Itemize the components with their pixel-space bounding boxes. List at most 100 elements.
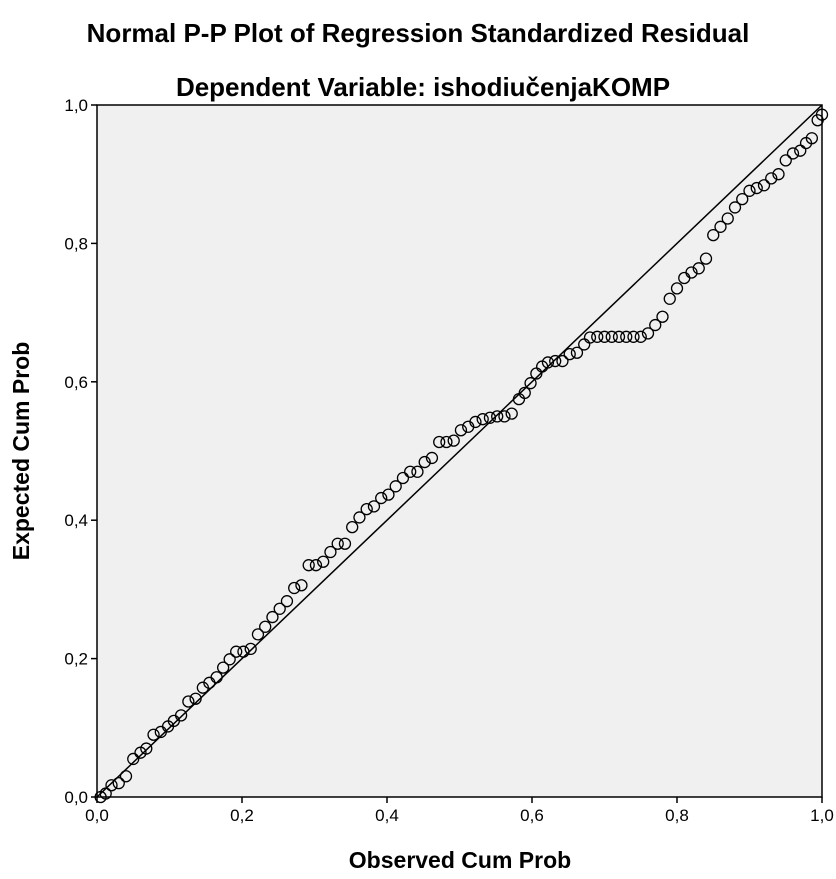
data-point (411, 465, 424, 478)
data-point (425, 451, 439, 465)
data-point (591, 330, 604, 343)
data-point (627, 330, 640, 343)
data-point (338, 537, 352, 550)
data-point (266, 610, 279, 624)
data-point (237, 645, 250, 658)
data-point (685, 266, 698, 279)
data-point (404, 465, 417, 478)
data-point (331, 537, 344, 550)
data-point (317, 555, 330, 568)
data-point (757, 179, 771, 192)
data-point (505, 407, 518, 420)
data-point (119, 770, 133, 783)
x-tick-label: 0,8 (665, 806, 689, 825)
data-point (251, 628, 265, 641)
data-point (447, 434, 460, 447)
data-point (396, 471, 410, 485)
y-tick-label: 0,4 (64, 511, 88, 530)
axis-ticks (91, 104, 823, 803)
data-point (288, 581, 301, 595)
data-point (182, 695, 195, 708)
data-point (634, 330, 647, 343)
data-point (583, 331, 597, 344)
data-point (230, 645, 243, 658)
data-point (641, 327, 655, 340)
data-point (736, 192, 749, 206)
data-point (367, 500, 381, 513)
data-point (346, 520, 359, 534)
data-point (112, 777, 125, 790)
data-point (433, 435, 446, 449)
data-point (223, 653, 236, 666)
data-point (476, 413, 489, 426)
data-point (174, 709, 188, 722)
data-point (189, 692, 202, 705)
data-point (440, 435, 453, 449)
data-point (714, 220, 727, 233)
data-point (324, 545, 337, 559)
y-tick-label: 0,6 (64, 373, 88, 392)
data-point (147, 728, 160, 741)
x-axis-title: Observed Cum Prob (349, 847, 571, 873)
data-point (244, 642, 257, 656)
axis-tick-labels: 0,0 0,2 0,4 0,6 0,8 1,0 0,0 0,2 0,4 0,6 0,8 1,0 (64, 96, 833, 825)
data-point (612, 330, 626, 343)
data-point (721, 212, 734, 225)
data-point (469, 415, 482, 429)
data-point (692, 262, 705, 275)
data-point (140, 742, 153, 755)
data-point (556, 354, 569, 368)
data-point (815, 108, 829, 121)
y-tick-label: 0,2 (64, 650, 88, 669)
data-point (309, 559, 323, 572)
data-point (99, 787, 112, 800)
data-point (518, 386, 531, 400)
data-point (772, 168, 785, 181)
data-point (805, 132, 818, 145)
data-point (786, 147, 800, 160)
data-point (360, 502, 373, 516)
data-point (105, 779, 118, 792)
data-point (418, 455, 431, 469)
y-tick-label: 0,0 (64, 788, 88, 807)
data-point (663, 292, 676, 305)
data-point (743, 184, 756, 197)
x-tick-label: 0,4 (375, 806, 399, 825)
data-point (765, 172, 778, 185)
y-tick-label: 1,0 (64, 96, 88, 115)
data-point (302, 559, 315, 572)
data-point (549, 354, 562, 368)
data-point (259, 620, 272, 633)
data-point (563, 347, 576, 361)
data-point (498, 410, 511, 423)
x-tick-label: 0,6 (520, 806, 544, 825)
data-point (779, 154, 792, 167)
data-point (491, 410, 504, 423)
data-point (794, 144, 807, 157)
data-point (570, 346, 584, 359)
data-point (382, 488, 395, 501)
data-point (649, 318, 662, 332)
data-point (707, 228, 720, 242)
chart-title: Normal P-P Plot of Regression Standardiz… (87, 18, 750, 48)
data-point (295, 579, 308, 592)
data-point (605, 330, 618, 343)
data-point (389, 480, 402, 493)
data-point (127, 752, 140, 766)
data-point (216, 661, 230, 674)
x-tick-label: 1,0 (810, 806, 834, 825)
data-point (750, 181, 763, 195)
data-point (210, 671, 223, 684)
y-axis-title: Expected Cum Prob (8, 342, 34, 561)
data-point (454, 424, 468, 437)
x-tick-label: 0,0 (85, 806, 109, 825)
reference-line (96, 104, 823, 798)
data-point (656, 310, 669, 323)
data-point (483, 411, 497, 424)
data-point (598, 330, 611, 343)
x-tick-label: 0,2 (230, 806, 254, 825)
data-point (353, 511, 366, 524)
data-point (728, 201, 742, 214)
data-point (280, 595, 294, 608)
